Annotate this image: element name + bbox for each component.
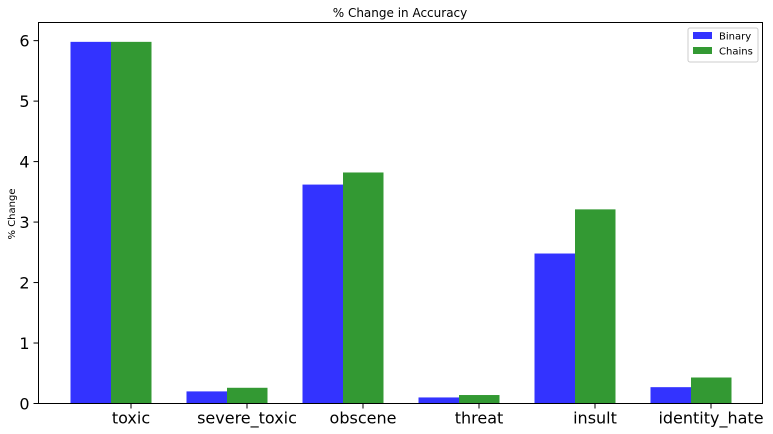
- legend-label-chains: Chains: [719, 47, 753, 58]
- bar-chains-insult: [575, 209, 616, 404]
- legend-swatch-chains: [693, 47, 712, 54]
- x-tick-label-identity_hate: identity_hate: [658, 409, 763, 429]
- x-tick-label-insult: insult: [573, 409, 617, 428]
- bar-chains-obscene: [343, 172, 384, 404]
- y-tick-label: 1: [19, 334, 29, 353]
- plot-frame: [38, 22, 763, 404]
- bar-chains-identity_hate: [691, 377, 732, 404]
- bars-group: [70, 41, 732, 404]
- x-axis-ticks: toxic severe_toxic obscene threat insult iden…: [112, 403, 764, 429]
- bar-chains-severe_toxic: [227, 387, 268, 404]
- y-tick-label: 0: [19, 395, 29, 414]
- y-tick-label: 2: [19, 274, 29, 293]
- bar-binary-threat: [418, 397, 459, 404]
- bar-chains-threat: [459, 395, 500, 404]
- y-tick-label: 6: [19, 32, 29, 51]
- chart-title: % Change in Accuracy: [333, 6, 468, 20]
- legend: Binary Chains: [687, 27, 759, 63]
- legend-swatch-binary: [693, 32, 712, 39]
- y-tick-label: 3: [19, 213, 29, 232]
- y-tick-label: 4: [19, 153, 29, 172]
- bar-binary-toxic: [70, 41, 111, 404]
- x-tick-label-severe_toxic: severe_toxic: [197, 409, 297, 429]
- bar-binary-identity_hate: [650, 387, 691, 404]
- y-axis-ticks: 0 1 2 3 4 5 6: [19, 32, 39, 414]
- legend-label-binary: Binary: [719, 32, 751, 43]
- bar-binary-severe_toxic: [186, 391, 227, 404]
- y-tick-label: 5: [19, 92, 29, 111]
- x-tick-label-threat: threat: [455, 409, 504, 428]
- x-tick-label-toxic: toxic: [112, 409, 150, 428]
- bar-binary-insult: [534, 253, 575, 404]
- bar-binary-obscene: [302, 184, 343, 404]
- y-axis-label: % Change: [7, 189, 18, 240]
- x-tick-label-obscene: obscene: [330, 409, 397, 428]
- bar-chains-toxic: [111, 41, 152, 404]
